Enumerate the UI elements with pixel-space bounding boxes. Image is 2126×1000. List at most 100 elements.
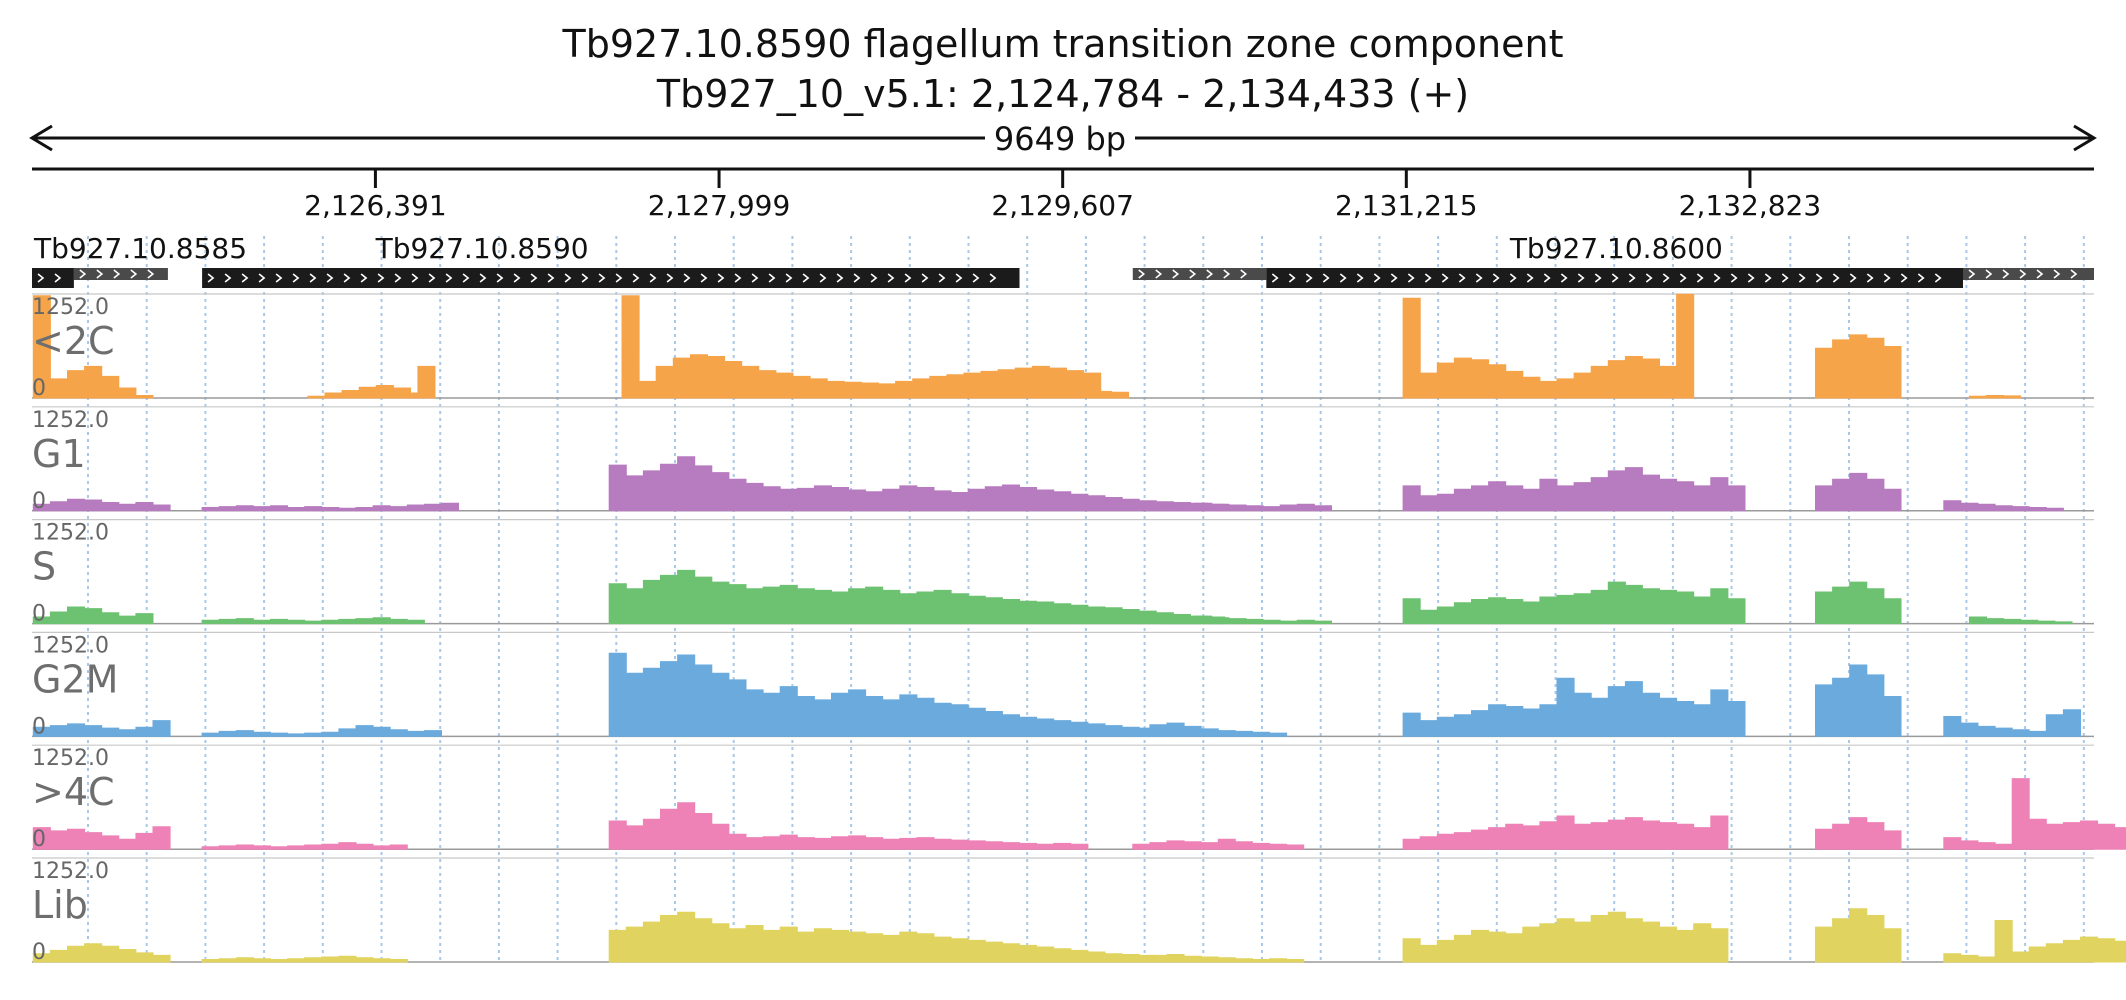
ruler-tick-label: 2,131,215 <box>1335 189 1478 222</box>
strand-arrow <box>1305 273 1313 283</box>
strand-arrow <box>1611 273 1619 283</box>
strand-arrow <box>1815 273 1823 283</box>
gene-label: Tb927.10.8585 <box>33 232 247 265</box>
track-ymax-label: 1252.0 <box>32 521 109 546</box>
strand-arrow <box>870 273 878 283</box>
strand-arrow <box>1240 269 1248 279</box>
coverage-area <box>1132 838 1305 850</box>
strand-arrow <box>2036 269 2044 279</box>
coverage-area <box>1132 954 1305 963</box>
track-ymax-label: 1252.0 <box>32 295 109 320</box>
strand-arrow <box>1832 273 1840 283</box>
coverage-tracks: 1252.00<2C1252.00G11252.00S1252.00G2M125… <box>32 293 2126 965</box>
coverage-area <box>1132 722 1288 737</box>
coverage-area <box>1160 502 1332 512</box>
track-name: <2C <box>32 319 115 363</box>
strand-arrow <box>955 273 963 283</box>
strand-arrow <box>700 273 708 283</box>
strand-arrow <box>1934 273 1942 283</box>
strand-arrow <box>802 273 810 283</box>
coverage-area <box>1076 390 1129 399</box>
strand-arrow <box>275 273 283 283</box>
track-name: G1 <box>32 432 86 476</box>
strand-arrow <box>2019 269 2027 279</box>
strand-arrow <box>1223 269 1231 279</box>
coverage-area <box>1943 500 2064 512</box>
track-ymin-label: 0 <box>32 489 46 514</box>
track-ymin-label: 0 <box>32 714 46 739</box>
gene-track: Tb927.10.8585 Tb927.10.8590 Tb927.10.8600 <box>32 232 2094 288</box>
strand-arrow <box>530 273 538 283</box>
strand-arrow <box>445 273 453 283</box>
ruler-tick-label: 2,126,391 <box>304 189 447 222</box>
gene-utr <box>1963 268 2094 280</box>
strand-arrow <box>1679 273 1687 283</box>
strand-arrow <box>1883 273 1891 283</box>
strand-arrow <box>1645 273 1653 283</box>
coverage-area <box>32 606 154 625</box>
track-ymax-label: 1252.0 <box>32 408 109 433</box>
strand-arrow <box>96 269 104 279</box>
strand-arrow <box>1747 273 1755 283</box>
strand-arrow <box>462 273 470 283</box>
strand-arrow <box>1764 273 1772 283</box>
strand-arrow <box>130 269 138 279</box>
strand-arrow <box>1730 273 1738 283</box>
track-S: 1252.0 0 S <box>32 518 2094 627</box>
strand-arrow <box>683 273 691 283</box>
strand-arrow <box>581 273 589 283</box>
strand-arrow <box>377 273 385 283</box>
strand-arrow <box>972 273 980 283</box>
coverage-area <box>1160 615 1332 625</box>
track-Lib: 1252.0 0 Lib <box>32 857 2126 965</box>
coverage-area <box>608 569 1226 625</box>
gene-utr <box>1132 268 1267 280</box>
span-label: 9649 bp <box>994 120 1126 158</box>
strand-arrow <box>751 273 759 283</box>
coverage-area <box>32 295 154 399</box>
strand-arrow <box>343 273 351 283</box>
strand-arrow <box>1138 269 1146 279</box>
strand-arrow <box>428 273 436 283</box>
strand-arrow <box>309 273 317 283</box>
strand-arrow <box>785 273 793 283</box>
coverage-area <box>32 720 171 737</box>
strand-arrow <box>2070 269 2078 279</box>
coverage-area <box>1968 616 2073 625</box>
strand-arrow <box>1900 273 1908 283</box>
coverage-area <box>1402 815 1729 850</box>
strand-arrow <box>921 273 929 283</box>
track-ymin-label: 0 <box>32 827 46 852</box>
gene-cds <box>32 268 74 288</box>
strand-arrow <box>113 269 121 279</box>
coverage-area <box>608 802 1089 850</box>
strand-arrow <box>1458 273 1466 283</box>
strand-arrow <box>1172 269 1180 279</box>
coverage-area <box>1815 334 1902 399</box>
strand-arrow <box>1206 269 1214 279</box>
strand-arrow <box>79 269 87 279</box>
strand-arrow <box>411 273 419 283</box>
strand-arrow <box>1288 273 1296 283</box>
strand-arrow <box>513 273 521 283</box>
coverage-area <box>1402 581 1746 625</box>
strand-arrow <box>224 273 232 283</box>
track->4C: 1252.0 0 >4C <box>32 744 2126 852</box>
coverage-area <box>608 911 1157 963</box>
strand-arrow <box>853 273 861 283</box>
coverage-area <box>1815 472 1902 512</box>
track-ymin-label: 0 <box>32 376 46 401</box>
gene-cds <box>1266 268 1964 288</box>
strand-arrow <box>1594 273 1602 283</box>
coverage-area <box>32 826 171 850</box>
strand-arrow <box>1322 273 1330 283</box>
coverage-area <box>1815 817 1902 850</box>
strand-arrow <box>326 273 334 283</box>
strand-arrow <box>37 273 45 283</box>
coverage-area <box>201 617 425 625</box>
strand-arrow <box>1781 273 1789 283</box>
coverage-area <box>608 652 1174 737</box>
strand-arrow <box>241 273 249 283</box>
track-G2M: 1252.0 0 G2M <box>32 631 2094 739</box>
strand-arrow <box>1917 273 1925 283</box>
